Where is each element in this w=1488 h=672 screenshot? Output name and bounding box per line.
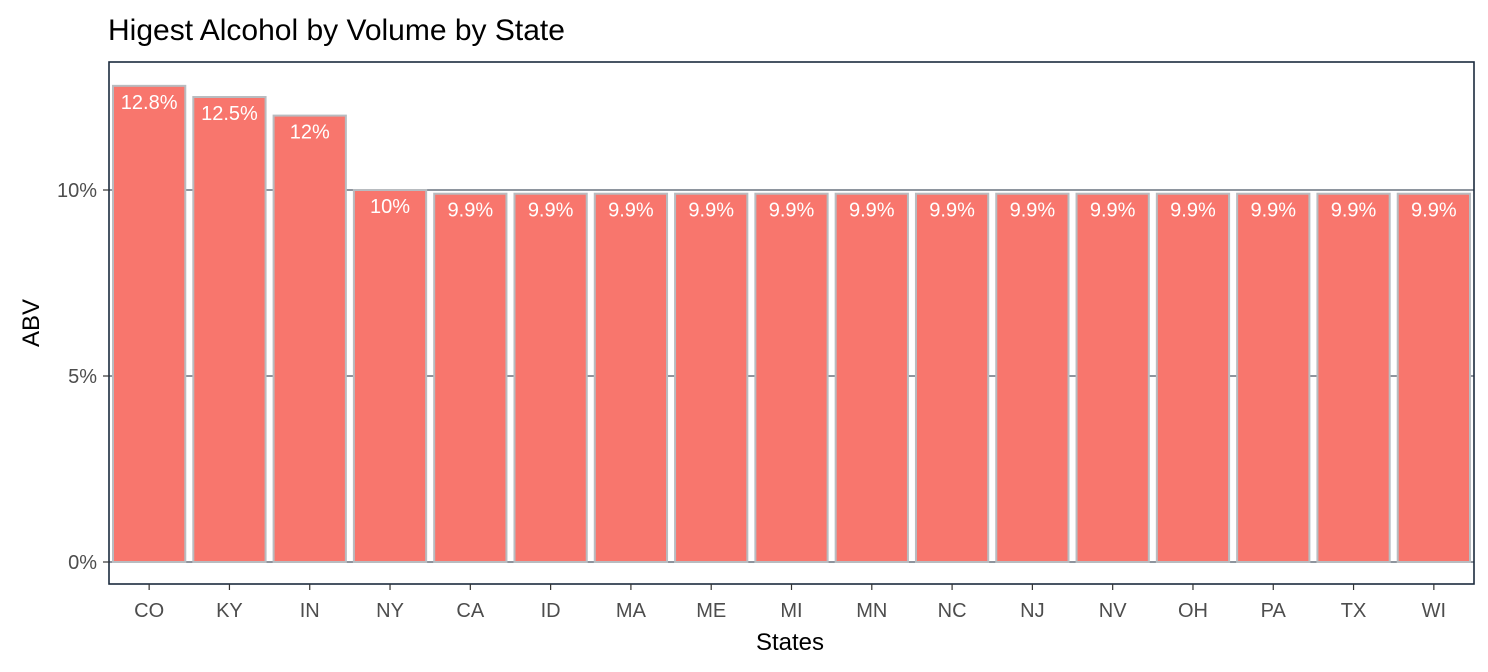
bar-tx [1316,192,1391,563]
x-tick-label: MI [780,600,802,622]
x-tick-label: ME [696,600,726,622]
bar-co [112,84,187,563]
bar-nv [1075,192,1150,563]
y-axis-title: ABV [18,299,45,347]
x-tick-label: NV [1099,600,1127,622]
y-tick-label: 10% [57,180,97,202]
y-tick-label: 5% [68,366,97,388]
bar-value-label: 10% [370,196,410,218]
x-tick-label: NC [938,600,967,622]
bar-ca [433,192,508,563]
bar-mi [754,192,829,563]
bar-value-label: 9.9% [448,200,494,222]
x-axis-title: States [756,629,824,656]
x-tick-label: IN [300,600,320,622]
bar-mn [834,192,909,563]
bar-value-label: 9.9% [1411,200,1457,222]
x-tick-label: MA [616,600,647,622]
bars [112,84,1471,563]
x-tick-label: WI [1422,600,1446,622]
x-tick-label: NJ [1020,600,1044,622]
bar-value-labels: 12.8% 12.5% 12% 10% 9.9% 9.9% 9.9% 9.9% 9.9% 9.9%… [121,92,1457,222]
bar-value-label: 9.9% [849,200,895,222]
x-tick-label: CO [134,600,164,622]
x-tick-label: MN [856,600,887,622]
bar-value-label: 9.9% [688,200,734,222]
bar-value-label: 9.9% [1010,200,1056,222]
bar-value-label: 9.9% [528,200,574,222]
bar-value-label: 12% [290,122,330,144]
x-tick-label: ID [541,600,561,622]
bar-value-label: 9.9% [929,200,975,222]
bar-in [272,114,347,563]
bar-ny [352,189,428,563]
y-axis-ticks: 0% 5% 10% [57,180,109,574]
bar-nc [914,192,990,563]
bar-value-label: 12.8% [121,92,178,114]
x-tick-label: NY [376,600,404,622]
bar-ma [593,192,669,563]
bar-value-label: 12.5% [201,103,258,125]
chart-title: Higest Alcohol by Volume by State [108,14,565,47]
x-axis-ticks: CO KY IN NY CA ID MA ME MI MN NC NJ NV OH PA TX WI [134,584,1446,622]
x-tick-label: KY [216,600,243,622]
bar-pa [1236,192,1311,563]
x-tick-label: TX [1341,600,1367,622]
bar-value-label: 9.9% [769,200,815,222]
bar-wi [1396,192,1471,563]
bar-value-label: 9.9% [608,200,654,222]
bar-nj [995,192,1070,563]
bar-value-label: 9.9% [1170,200,1216,222]
bar-ky [192,96,267,563]
x-tick-label: PA [1261,600,1287,622]
bar-value-label: 9.9% [1250,200,1296,222]
x-tick-label: CA [456,600,484,622]
bar-oh [1155,192,1231,563]
bar-me [674,192,749,563]
y-tick-label: 0% [68,552,97,574]
bar-value-label: 9.9% [1331,200,1377,222]
x-tick-label: OH [1178,600,1208,622]
bar-id [513,192,588,563]
bar-value-label: 9.9% [1090,200,1136,222]
